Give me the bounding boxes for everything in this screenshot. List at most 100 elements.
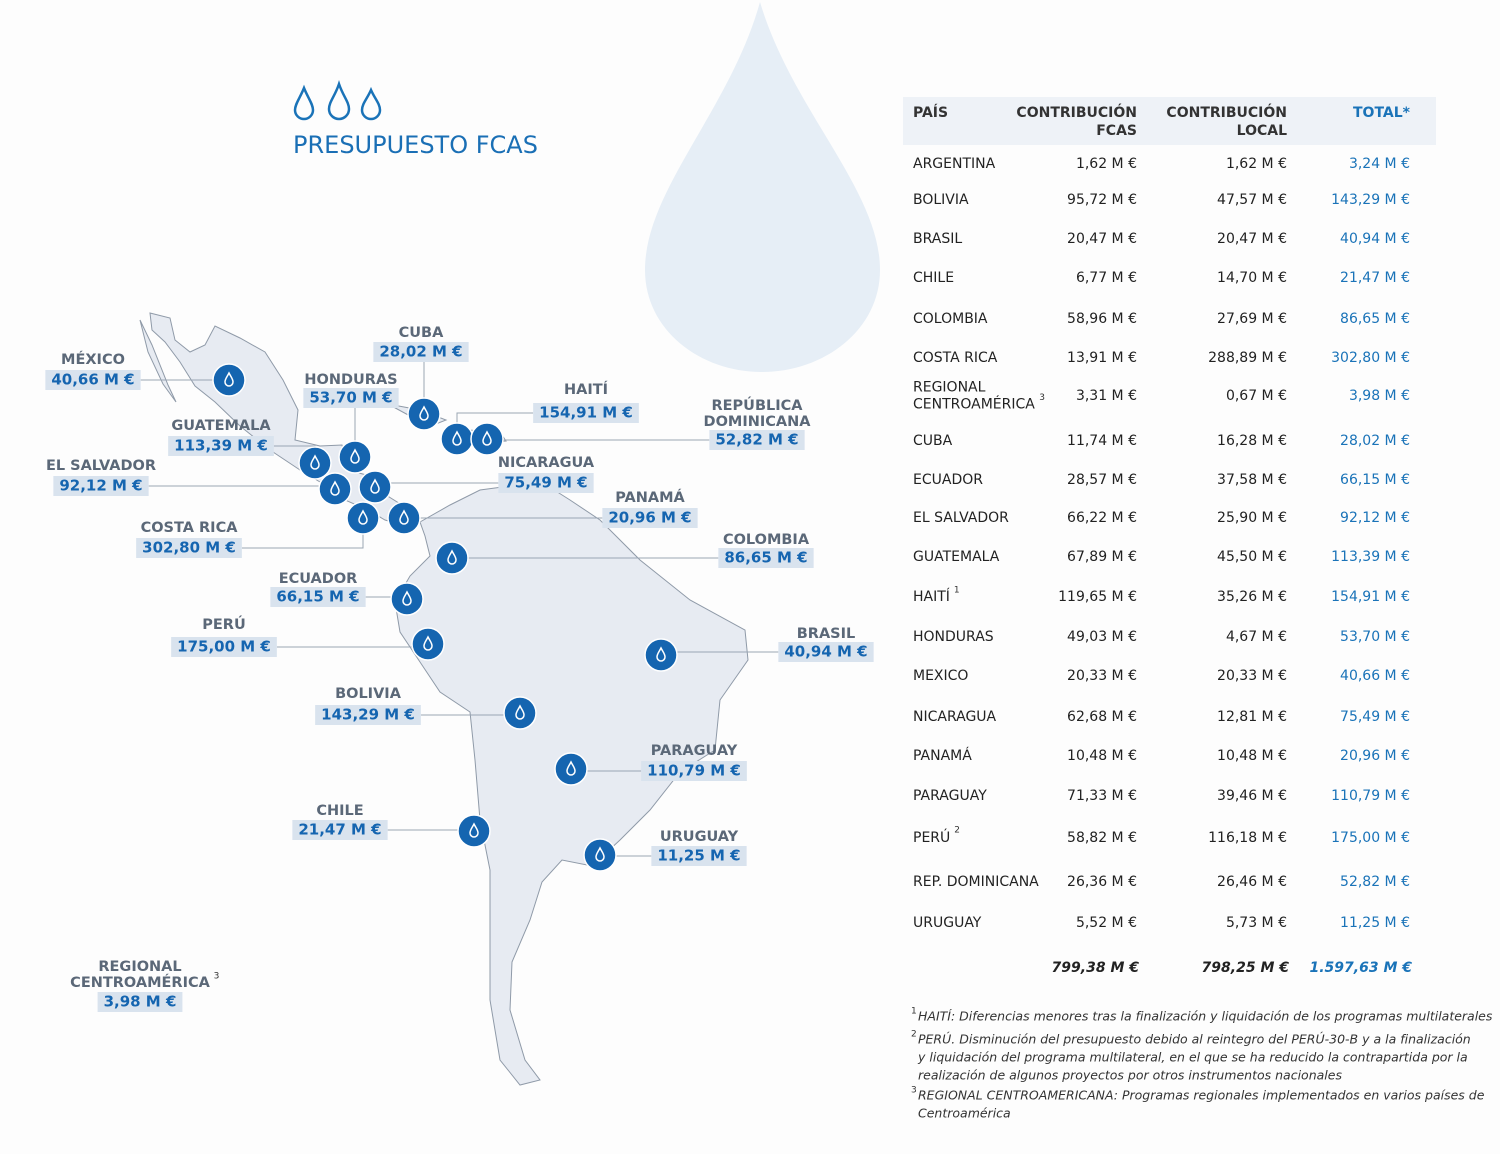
total: 53,70 M €: [1340, 629, 1410, 645]
amount: 86,65 M €: [724, 549, 807, 567]
grand-total: 799,38 M €: [1052, 960, 1140, 976]
amount: 28,02 M €: [379, 343, 462, 361]
fcas: 62,68 M €: [1067, 709, 1137, 725]
fcas: 67,89 M €: [1067, 549, 1137, 565]
leader-line: [241, 518, 364, 549]
total: 302,80 M €: [1331, 350, 1410, 366]
grand-total: 1.597,63 M €: [1309, 960, 1412, 976]
marker: [212, 363, 246, 397]
country-name: HONDURAS: [304, 372, 397, 388]
marker-circle: [338, 440, 372, 474]
fcas: 119,65 M €: [1058, 589, 1137, 605]
local: 27,69 M €: [1217, 311, 1287, 327]
footnote: y liquidación del programa multilateral,…: [917, 1050, 1468, 1065]
total: 113,39 M €: [1331, 549, 1410, 565]
local: 45,50 M €: [1217, 549, 1287, 565]
fcas: 20,47 M €: [1067, 231, 1137, 247]
note-mark: 3: [214, 972, 220, 982]
total: 28,02 M €: [1340, 433, 1410, 449]
country: PARAGUAY: [913, 788, 987, 804]
fcas: 10,48 M €: [1067, 748, 1137, 764]
country-name: PANAMÁ: [615, 489, 685, 506]
amount-box: [641, 761, 747, 781]
country: MEXICO: [913, 668, 968, 684]
country-name: COLOMBIA: [723, 532, 810, 548]
country-name: REPÚBLICA: [711, 396, 803, 414]
total: 3,24 M €: [1349, 156, 1410, 172]
local: 47,57 M €: [1217, 192, 1287, 208]
marker-circle: [440, 422, 474, 456]
country-name: CENTROAMÉRICA: [70, 974, 210, 991]
country: CHILE: [913, 270, 954, 286]
marker-circle: [407, 397, 441, 431]
marker: [644, 638, 678, 672]
total: 86,65 M €: [1340, 311, 1410, 327]
amount: 53,70 M €: [309, 389, 392, 407]
amount-box: [602, 508, 698, 528]
total: 143,29 M €: [1331, 192, 1410, 208]
footnote: PERÚ. Disminución del presupuesto debido…: [918, 1032, 1471, 1047]
marker-icon: [399, 509, 409, 525]
fcas: 11,74 M €: [1067, 433, 1137, 449]
country-name: PARAGUAY: [651, 743, 738, 759]
amount: 175,00 M €: [177, 638, 271, 656]
footnote-mark: 1: [911, 1007, 917, 1017]
marker-icon: [350, 448, 360, 464]
local: 0,67 M €: [1226, 388, 1287, 404]
local: 20,47 M €: [1217, 231, 1287, 247]
marker-icon: [310, 454, 320, 470]
amount: 66,15 M €: [276, 588, 359, 606]
amount: 154,91 M €: [539, 404, 633, 422]
country-name: EL SALVADOR: [46, 458, 156, 474]
marker-icon: [482, 430, 492, 446]
amount-box: [498, 473, 594, 493]
total: 154,91 M €: [1331, 589, 1410, 605]
marker-icon: [515, 704, 525, 720]
amount-box: [709, 430, 805, 450]
amount-box: [315, 705, 421, 725]
leader-line: [276, 644, 429, 648]
local: 20,33 M €: [1217, 668, 1287, 684]
country: HONDURAS: [913, 629, 994, 645]
marker-circle: [435, 541, 469, 575]
fcas: 13,91 M €: [1067, 350, 1137, 366]
marker-circle: [644, 638, 678, 672]
column-header: LOCAL: [1237, 123, 1287, 139]
amount-box: [45, 370, 141, 390]
fcas: 71,33 M €: [1067, 788, 1137, 804]
title-icon: [293, 80, 382, 121]
country: REP. DOMINICANA: [913, 874, 1039, 890]
marker-circle: [554, 752, 588, 786]
marker-circle: [503, 696, 537, 730]
country: ECUADOR: [913, 472, 983, 488]
amount: 3,98 M €: [104, 993, 177, 1011]
amount: 40,66 M €: [51, 371, 134, 389]
local: 35,26 M €: [1217, 589, 1287, 605]
country-name: PERÚ: [202, 615, 245, 633]
marker-circle: [583, 838, 617, 872]
footnote-mark: 3: [911, 1086, 917, 1096]
column-header: TOTAL*: [1353, 105, 1411, 121]
marker-circle: [390, 582, 424, 616]
total: 175,00 M €: [1331, 830, 1410, 846]
footnote: REGIONAL CENTROAMERICANA: Programas regi…: [918, 1088, 1485, 1103]
country-name: MÉXICO: [61, 351, 125, 368]
fcas: 58,82 M €: [1067, 830, 1137, 846]
country: COLOMBIA: [913, 311, 988, 327]
total: 40,66 M €: [1340, 668, 1410, 684]
country: URUGUAY: [913, 915, 982, 931]
total: 75,49 M €: [1340, 709, 1410, 725]
marker: [503, 696, 537, 730]
fcas: 66,22 M €: [1067, 510, 1137, 526]
marker-icon: [447, 549, 457, 565]
local: 4,67 M €: [1226, 629, 1287, 645]
total: 66,15 M €: [1340, 472, 1410, 488]
country-name: DOMINICANA: [704, 414, 812, 430]
marker: [298, 446, 332, 480]
amount: 113,39 M €: [174, 437, 268, 455]
leader-line: [148, 485, 336, 489]
note-mark: 1: [954, 586, 960, 596]
amount-box: [778, 642, 874, 662]
leader-line: [374, 482, 499, 487]
amount-box: [533, 403, 639, 423]
